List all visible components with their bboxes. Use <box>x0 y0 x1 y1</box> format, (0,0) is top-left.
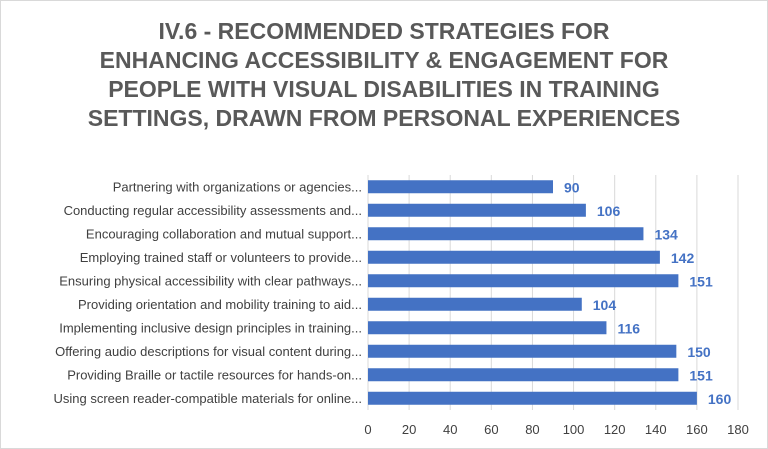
category-label-0: Partnering with organizations or agencie… <box>113 179 362 194</box>
category-label-1: Conducting regular accessibility assessm… <box>64 203 362 218</box>
x-tick-label-0: 0 <box>364 422 371 437</box>
chart-title-line-2: ENHANCING ACCESSIBILITY & ENGAGEMENT FOR <box>99 47 669 73</box>
chart-title-line-3: PEOPLE WITH VISUAL DISABILITIES IN TRAIN… <box>108 76 660 102</box>
x-tick-label-9: 180 <box>727 422 749 437</box>
x-tick-label-1: 20 <box>402 422 416 437</box>
bar-9 <box>368 391 697 405</box>
data-label-8: 151 <box>689 367 713 383</box>
category-label-4: Ensuring physical accessibility with cle… <box>59 273 362 288</box>
bar-4 <box>368 274 679 288</box>
bar-7 <box>368 344 677 358</box>
data-label-2: 134 <box>654 226 678 242</box>
category-label-3: Employing trained staff or volunteers to… <box>80 250 362 265</box>
data-label-0: 90 <box>564 179 580 195</box>
chart-title: IV.6 - RECOMMENDED STRATEGIES FOR ENHANC… <box>1 17 767 133</box>
bar-6 <box>368 321 607 335</box>
x-tick-label-6: 120 <box>604 422 626 437</box>
data-label-5: 104 <box>593 297 617 313</box>
category-label-2: Encouraging collaboration and mutual sup… <box>86 226 362 241</box>
data-label-3: 142 <box>671 250 695 266</box>
x-tick-label-8: 160 <box>686 422 708 437</box>
bar-3 <box>368 250 660 264</box>
category-label-6: Implementing inclusive design principles… <box>59 320 362 335</box>
x-tick-label-7: 140 <box>645 422 667 437</box>
bar-5 <box>368 297 582 311</box>
data-label-7: 150 <box>687 344 711 360</box>
data-label-9: 160 <box>708 391 732 407</box>
bar-1 <box>368 203 586 217</box>
chart-title-line-4: SETTINGS, DRAWN FROM PERSONAL EXPERIENCE… <box>87 105 681 131</box>
category-label-5: Providing orientation and mobility train… <box>78 297 362 312</box>
x-tick-label-3: 60 <box>484 422 498 437</box>
bar-2 <box>368 227 644 241</box>
bar-8 <box>368 368 679 382</box>
chart-title-line-1: IV.6 - RECOMMENDED STRATEGIES FOR <box>158 18 610 44</box>
data-label-6: 116 <box>617 320 640 336</box>
x-tick-label-5: 100 <box>563 422 585 437</box>
data-label-1: 106 <box>597 203 621 219</box>
category-label-7: Offering audio descriptions for visual c… <box>55 344 362 359</box>
bar-0 <box>368 180 553 194</box>
category-label-9: Using screen reader-compatible materials… <box>53 391 362 406</box>
data-label-4: 151 <box>689 273 713 289</box>
x-tick-label-2: 40 <box>443 422 457 437</box>
category-label-8: Providing Braille or tactile resources f… <box>67 367 362 382</box>
x-tick-label-4: 80 <box>525 422 539 437</box>
